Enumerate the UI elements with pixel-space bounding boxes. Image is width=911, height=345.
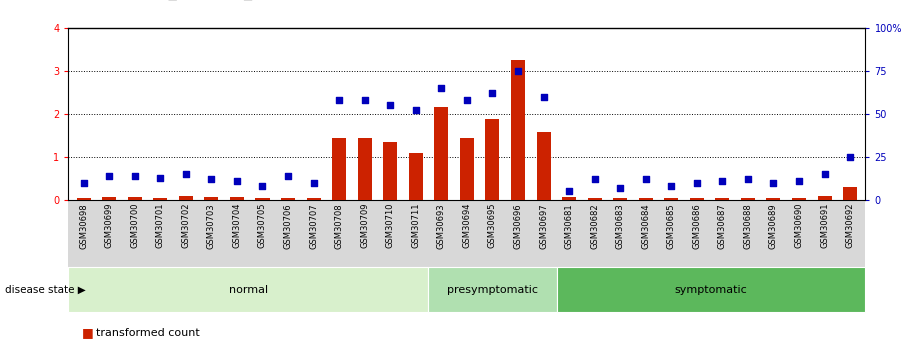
Bar <box>792 198 806 200</box>
Text: presymptomatic: presymptomatic <box>447 285 538 295</box>
Bar <box>384 142 397 200</box>
Point <box>459 97 474 103</box>
Bar <box>664 198 679 200</box>
Point <box>281 173 295 179</box>
Bar <box>435 107 448 200</box>
Point <box>77 180 91 186</box>
Point <box>843 154 857 160</box>
Point <box>817 171 832 177</box>
Bar <box>179 196 193 200</box>
Bar <box>255 198 270 200</box>
Bar <box>409 152 423 200</box>
Bar <box>511 60 525 200</box>
Point <box>613 185 628 191</box>
Bar <box>102 197 117 200</box>
Point <box>741 177 755 182</box>
Point <box>434 85 448 91</box>
Bar <box>204 197 219 200</box>
Point <box>715 178 730 184</box>
Point <box>306 180 321 186</box>
Bar <box>460 138 474 200</box>
Point <box>511 68 526 73</box>
Bar <box>230 197 244 200</box>
Point <box>255 184 270 189</box>
Point <box>230 178 244 184</box>
Point <box>486 90 500 96</box>
Point <box>204 177 219 182</box>
Bar <box>486 119 499 200</box>
Point <box>664 184 679 189</box>
Bar <box>690 198 704 200</box>
Point <box>332 97 346 103</box>
Point <box>766 180 781 186</box>
Point <box>102 173 117 179</box>
Bar <box>715 198 730 200</box>
Point <box>562 189 577 194</box>
Point <box>153 175 168 180</box>
Bar <box>77 198 91 200</box>
Point <box>792 178 806 184</box>
Bar <box>537 132 550 200</box>
Bar <box>153 198 168 200</box>
Bar <box>307 198 321 200</box>
Point <box>383 102 397 108</box>
Text: transformed count: transformed count <box>96 328 200 338</box>
Bar <box>817 196 832 200</box>
Bar <box>766 197 781 200</box>
Point <box>639 177 653 182</box>
Point <box>179 171 193 177</box>
Bar <box>588 198 601 200</box>
Bar <box>358 138 372 200</box>
Text: ■: ■ <box>82 326 94 339</box>
Bar <box>843 187 857 200</box>
Point <box>408 108 423 113</box>
Bar <box>613 198 627 200</box>
Bar <box>333 138 346 200</box>
Point <box>537 94 551 99</box>
Bar <box>562 197 576 200</box>
Bar <box>741 198 755 200</box>
Text: disease state ▶: disease state ▶ <box>5 285 86 295</box>
Text: normal: normal <box>229 285 268 295</box>
Point <box>128 173 142 179</box>
Point <box>588 177 602 182</box>
Text: symptomatic: symptomatic <box>675 285 748 295</box>
Point <box>690 180 704 186</box>
Bar <box>281 198 295 200</box>
Point <box>357 97 372 103</box>
Bar <box>639 197 653 200</box>
Bar <box>128 197 142 200</box>
